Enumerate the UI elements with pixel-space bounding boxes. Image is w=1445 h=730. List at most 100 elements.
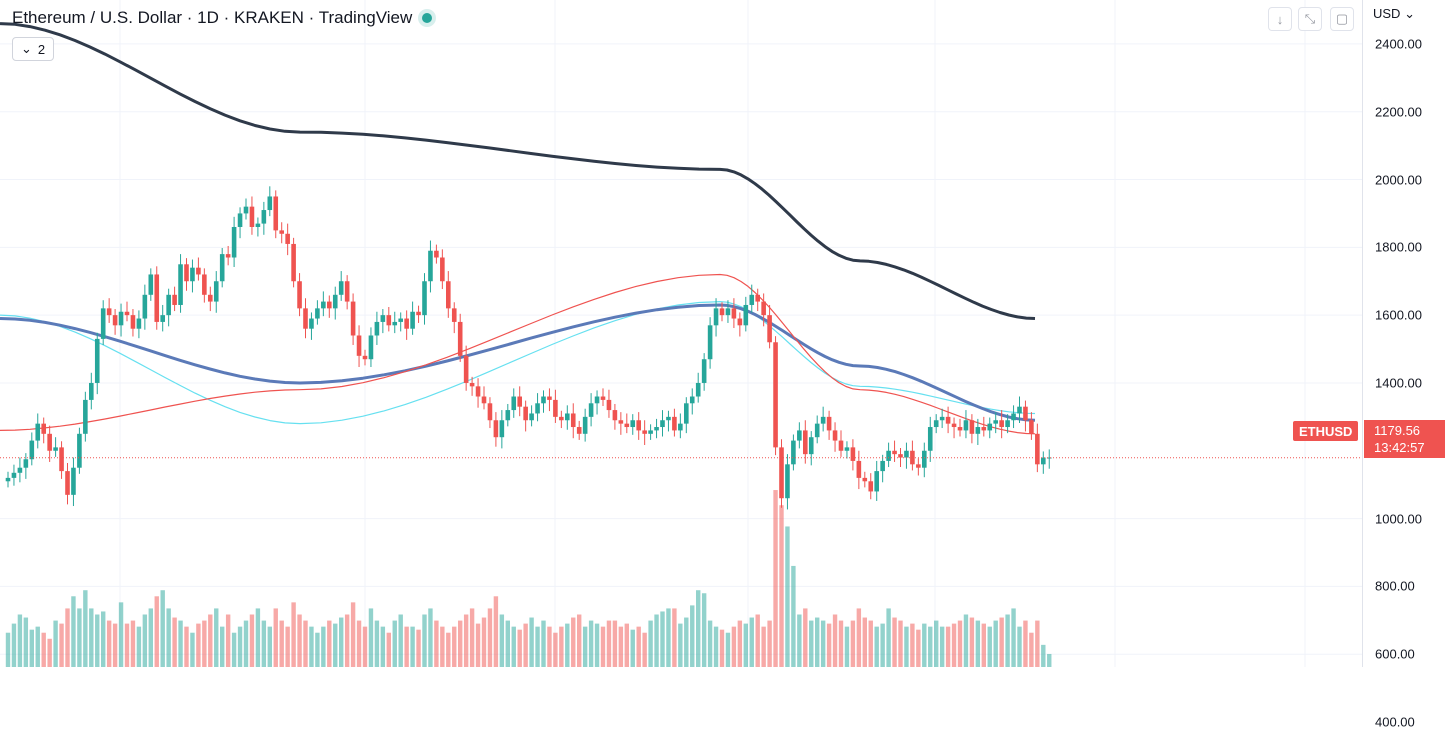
volume-bar	[707, 620, 713, 667]
volume-bar	[249, 614, 255, 667]
volume-bar	[196, 623, 201, 667]
volume-bar	[565, 623, 570, 667]
price-chart[interactable]	[0, 0, 1362, 723]
volume-bar	[618, 626, 624, 667]
candle	[1046, 457, 1052, 459]
candle	[838, 440, 844, 451]
volume-bar	[11, 623, 17, 667]
candle	[594, 396, 600, 404]
volume-bar	[957, 620, 963, 667]
currency-label: USD	[1373, 6, 1401, 21]
chart-canvas[interactable]	[0, 0, 1362, 723]
candle	[999, 420, 1004, 428]
candle	[565, 413, 570, 421]
candle	[791, 440, 796, 465]
candle	[832, 430, 838, 441]
volume-bar	[487, 608, 493, 667]
volume-bar	[1023, 620, 1028, 667]
candle	[529, 413, 534, 421]
volume-bar	[255, 608, 261, 667]
volume-bar	[1005, 614, 1010, 667]
candle	[112, 315, 118, 326]
volume-bar	[41, 632, 46, 667]
volume-bar	[767, 620, 772, 667]
candle	[755, 294, 760, 302]
volume-bar	[832, 614, 838, 667]
candle	[493, 420, 499, 438]
last-price-value: 1179.56	[1374, 423, 1421, 438]
volume-bar	[47, 638, 52, 667]
candle	[17, 467, 23, 473]
volume-bar	[571, 617, 576, 667]
volume-bar	[404, 626, 409, 667]
volume-bar	[981, 623, 986, 667]
candle	[184, 264, 189, 282]
candle	[814, 423, 820, 438]
candle	[945, 416, 951, 424]
volume-bar	[1047, 653, 1052, 667]
volume-bar	[166, 608, 171, 667]
candle	[469, 382, 475, 387]
candle	[695, 382, 701, 397]
candle	[213, 281, 219, 302]
ma-light-line	[0, 301, 1036, 425]
price-axis[interactable]: USD ⌄ 2400.00 2200.00 2000.00 1800.00 1600.0…	[1362, 0, 1445, 730]
candle	[785, 464, 790, 499]
y-tick-label: 800.00	[1375, 578, 1415, 594]
candle	[826, 416, 832, 431]
candle	[1023, 406, 1028, 421]
volume-bar	[600, 626, 606, 667]
candle	[505, 410, 511, 421]
volume-bar	[969, 617, 975, 667]
candle	[648, 430, 653, 434]
volume-bar	[660, 611, 665, 667]
volume-bar	[89, 608, 94, 667]
chevron-down-icon: ⌄	[21, 41, 32, 56]
candle	[820, 416, 826, 424]
ma-short-line	[0, 273, 1036, 435]
volume-bar	[65, 608, 70, 667]
candle	[600, 396, 606, 400]
volume-bar	[791, 565, 796, 667]
candle	[808, 437, 814, 455]
volume-bar	[934, 620, 939, 667]
volume-bar	[273, 608, 278, 667]
volume-bar	[636, 626, 641, 667]
expand-icon[interactable]: ⤡	[1298, 7, 1322, 31]
arrow-down-icon[interactable]: ↓	[1268, 7, 1292, 31]
candle	[916, 464, 921, 468]
volume-bar	[225, 614, 231, 667]
volume-bar	[499, 614, 505, 667]
fullscreen-icon[interactable]: ▢	[1330, 7, 1354, 31]
candle	[850, 447, 856, 461]
volume-bar	[737, 620, 743, 667]
candle	[1017, 406, 1022, 414]
candle	[975, 427, 981, 434]
candle	[219, 254, 225, 282]
candle	[428, 250, 433, 282]
candle	[83, 399, 88, 434]
volume-bar	[130, 620, 136, 667]
candle	[231, 226, 237, 258]
candle	[689, 396, 695, 404]
candle	[487, 403, 493, 421]
volume-bar	[701, 593, 707, 667]
candle	[904, 450, 909, 458]
volume-bar	[243, 620, 249, 667]
candle	[172, 294, 177, 305]
candle	[553, 399, 558, 417]
volume-bar	[761, 626, 766, 667]
candle	[451, 308, 457, 322]
candle	[630, 420, 636, 428]
candle	[969, 420, 975, 434]
candle	[255, 223, 261, 227]
y-tick-label: 2400.00	[1375, 36, 1422, 52]
volume-bar	[190, 632, 195, 667]
volume-bar	[208, 614, 213, 667]
indicators-toggle-button[interactable]: ⌄ 2	[12, 37, 55, 61]
currency-selector[interactable]: USD ⌄	[1373, 6, 1415, 22]
volume-bar	[440, 626, 445, 667]
volume-bar	[422, 614, 427, 667]
candle	[701, 359, 707, 383]
candle	[154, 274, 160, 322]
